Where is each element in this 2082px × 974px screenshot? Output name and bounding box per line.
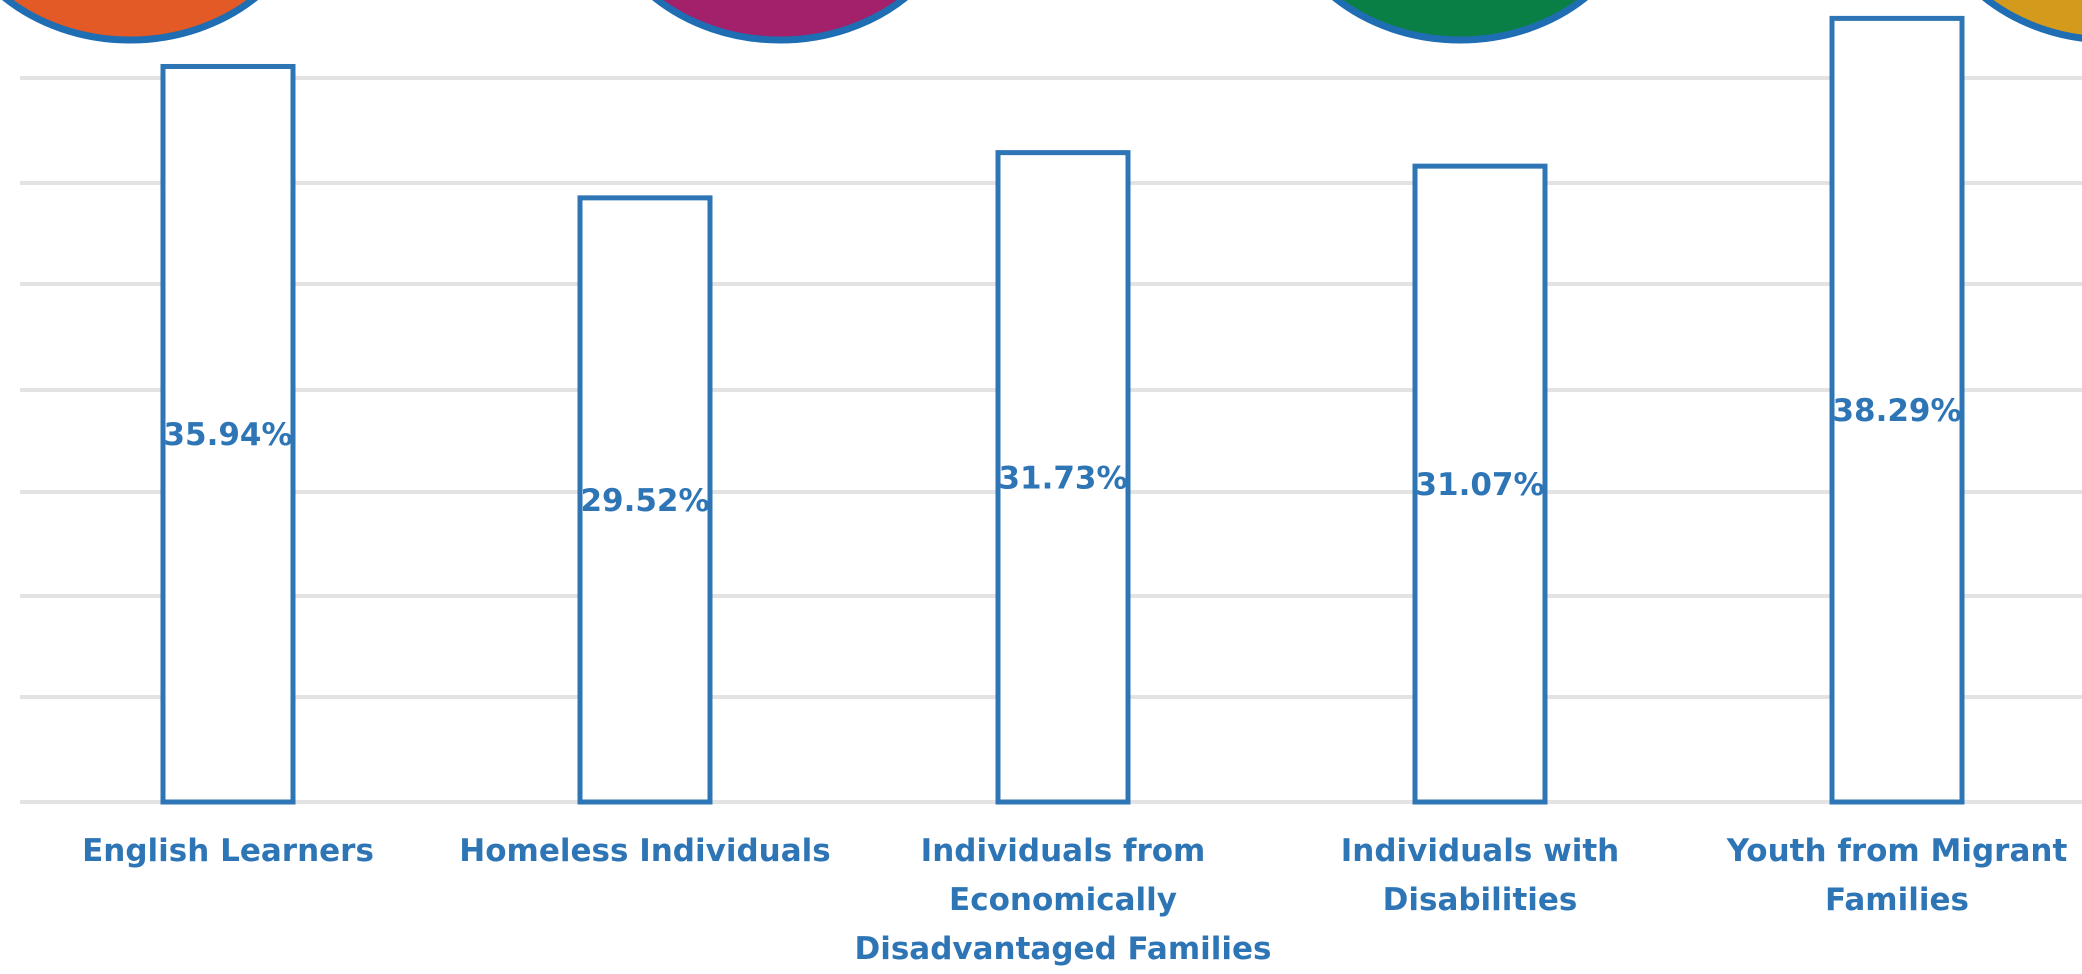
bar <box>577 195 713 805</box>
data-label: 31.07% <box>1415 467 1544 503</box>
x-tick-label: Homeless Individuals <box>459 833 831 869</box>
data-label: 38.29% <box>1832 393 1961 429</box>
decor-circle-magenta <box>652 0 908 44</box>
decor-circle-green <box>1332 0 1588 44</box>
data-labels: 35.94% 29.52% 31.73% 31.07% 38.29% <box>163 393 1961 519</box>
bar <box>995 150 1131 805</box>
bar <box>1829 15 1965 805</box>
data-label: 31.73% <box>998 460 1127 496</box>
data-label: 29.52% <box>580 483 709 519</box>
bar <box>1412 163 1548 805</box>
x-tick-label: English Learners <box>82 833 374 869</box>
decorative-circles <box>2 0 2082 44</box>
bar <box>160 63 296 805</box>
decor-circle-gold <box>1982 0 2082 42</box>
x-tick-label: Individuals with Disabilities <box>1340 833 1620 918</box>
bar-series <box>160 15 1965 805</box>
x-tick-label: Individuals from Economically Disadvanta… <box>854 833 1272 967</box>
x-tick-label: Youth from Migrant Families <box>1726 833 2068 918</box>
decor-circle-orange <box>2 0 258 44</box>
data-label: 35.94% <box>163 417 292 453</box>
